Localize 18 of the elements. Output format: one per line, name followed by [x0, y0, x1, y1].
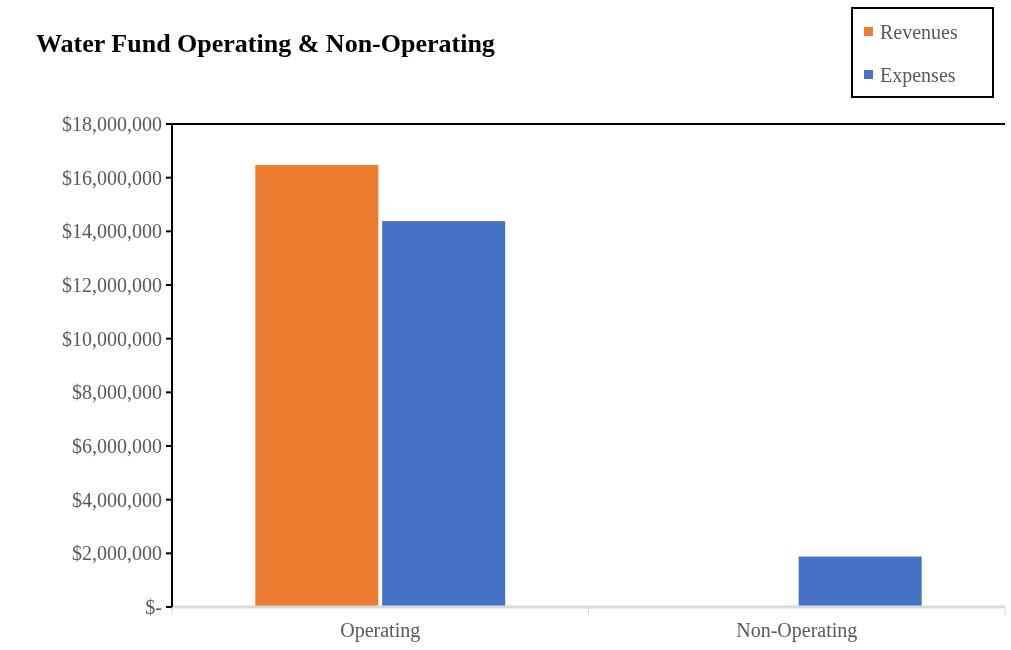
legend-label: Revenues: [880, 21, 958, 43]
y-tick-label: $-: [145, 596, 162, 618]
y-tick-label: $18,000,000: [62, 113, 162, 135]
x-tick-label: Operating: [340, 619, 421, 642]
y-tick-label: $16,000,000: [62, 166, 162, 189]
legend-label: Expenses: [880, 64, 956, 87]
y-tick-label: $2,000,000: [72, 542, 162, 565]
x-tick-label: Non-Operating: [736, 619, 858, 642]
y-tick-label: $10,000,000: [62, 327, 162, 350]
y-tick-label: $8,000,000: [72, 381, 162, 404]
bar: [255, 165, 379, 607]
y-tick-label: $6,000,000: [72, 435, 162, 457]
y-tick-label: $14,000,000: [62, 220, 162, 243]
y-tick-label: $4,000,000: [72, 488, 162, 511]
y-tick-label: $12,000,000: [62, 274, 162, 296]
bar: [798, 556, 922, 607]
bar: [382, 221, 506, 607]
chart-title: Water Fund Operating & Non-Operating: [36, 29, 495, 58]
